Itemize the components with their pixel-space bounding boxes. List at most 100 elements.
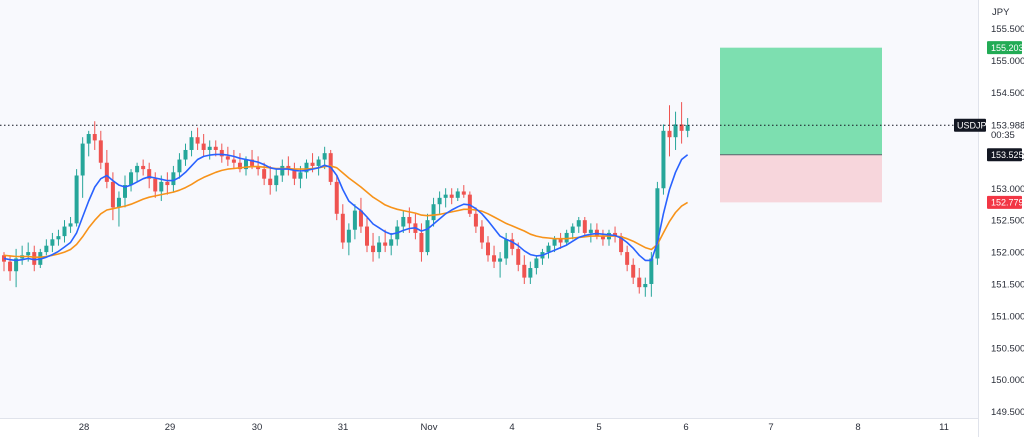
position-tool[interactable] [720, 47, 882, 203]
candle-body [667, 130, 672, 138]
date-ticks: 28 29 30 31 Nov 4 5 6 7 8 11 [79, 422, 949, 433]
candle-body [44, 245, 49, 253]
candle-body [443, 194, 448, 198]
candle-body [213, 146, 218, 150]
candle-body [207, 146, 212, 150]
candle-body [582, 220, 587, 233]
candle-body [528, 268, 533, 278]
candle-body [346, 229, 351, 243]
symbol-label: USDJPY [957, 120, 993, 130]
candle-body [546, 245, 551, 253]
candle-body [225, 156, 230, 160]
last-price-badge-bg [987, 118, 1023, 141]
moving-averages-layer [3, 153, 689, 262]
candle-body [498, 258, 503, 262]
candle-body [256, 165, 261, 170]
candle-body [153, 178, 158, 192]
candle-body [401, 216, 406, 227]
candle-body [98, 140, 103, 163]
candle-body [625, 252, 630, 265]
entry-badge-label: 153.525 [991, 150, 1024, 160]
candle-body [661, 130, 666, 189]
candle-body [110, 181, 115, 208]
candle-body [141, 165, 146, 170]
candle-body [292, 169, 297, 179]
candle-body [50, 239, 55, 246]
candle-body [32, 252, 37, 265]
candle-body [437, 197, 442, 205]
price-tick-label: 150.500 [991, 343, 1024, 354]
candle-body [74, 175, 79, 224]
candle-body [570, 226, 575, 233]
countdown-label: 00:35 [991, 130, 1015, 141]
candle-body [431, 204, 436, 221]
candle-body [685, 125, 690, 131]
price-tick-label: 152.000 [991, 248, 1024, 259]
candle-body [371, 245, 376, 253]
currency-label: JPY [992, 7, 1010, 18]
candle-body [619, 236, 624, 253]
candle-body [159, 181, 164, 192]
candle-body [649, 258, 654, 284]
candle-body [425, 220, 430, 253]
candle-body [92, 134, 97, 141]
candle-body [14, 258, 19, 272]
candle-body [26, 252, 31, 256]
date-tick-label: 29 [165, 422, 176, 433]
candle-body [479, 226, 484, 243]
candle-body [679, 124, 684, 131]
candle-body [195, 137, 200, 144]
date-tick-label: 6 [683, 422, 688, 433]
candle-body [486, 242, 490, 256]
candle-body [298, 172, 303, 179]
candle-body [286, 165, 291, 170]
candle-body [461, 191, 466, 195]
candle-body [62, 226, 67, 237]
stop-loss-badge-bg [987, 195, 1022, 209]
candle-body [177, 159, 182, 173]
candle-body [383, 242, 388, 246]
candle-body [316, 159, 321, 166]
candle-body [516, 248, 521, 265]
stop-zone [720, 154, 882, 203]
date-tick-label: Nov [421, 422, 438, 433]
candle-body [407, 216, 412, 224]
candle-body [86, 134, 91, 144]
price-tick-label: 151.500 [991, 279, 1024, 290]
candle-body [116, 197, 121, 208]
candle-body [310, 162, 315, 166]
symbol-badge-bg [954, 118, 986, 132]
candle-body [244, 159, 248, 170]
price-tick-label: 154.500 [991, 88, 1024, 99]
candle-body [637, 277, 642, 288]
candle-body [56, 236, 61, 240]
candle-body [123, 185, 127, 198]
candle-body [588, 229, 593, 233]
take-profit-badge-label: 155.203 [991, 43, 1024, 53]
candle-body [352, 210, 357, 230]
candle-body [322, 153, 327, 160]
candle-body [522, 264, 527, 278]
price-tick-label: 155.000 [991, 56, 1024, 67]
candle-body [231, 159, 236, 163]
price-tick-label: 152.500 [991, 216, 1024, 227]
candle-body [104, 162, 109, 182]
candle-body [631, 264, 636, 278]
take-profit-badge-bg [987, 41, 1022, 55]
candle-body [183, 149, 188, 160]
candle-body [129, 172, 134, 186]
candle-body [643, 283, 648, 288]
time-axis[interactable] [0, 418, 1024, 437]
candle-body [492, 255, 497, 262]
entry-badge-bg [987, 148, 1022, 162]
candle-body [262, 169, 267, 179]
candle-body [304, 162, 309, 173]
candle-body [510, 239, 515, 249]
price-tick-label: 155.500 [991, 24, 1024, 35]
candle-body [135, 165, 140, 173]
candle-body [377, 242, 382, 253]
price-axis[interactable] [978, 0, 1024, 418]
